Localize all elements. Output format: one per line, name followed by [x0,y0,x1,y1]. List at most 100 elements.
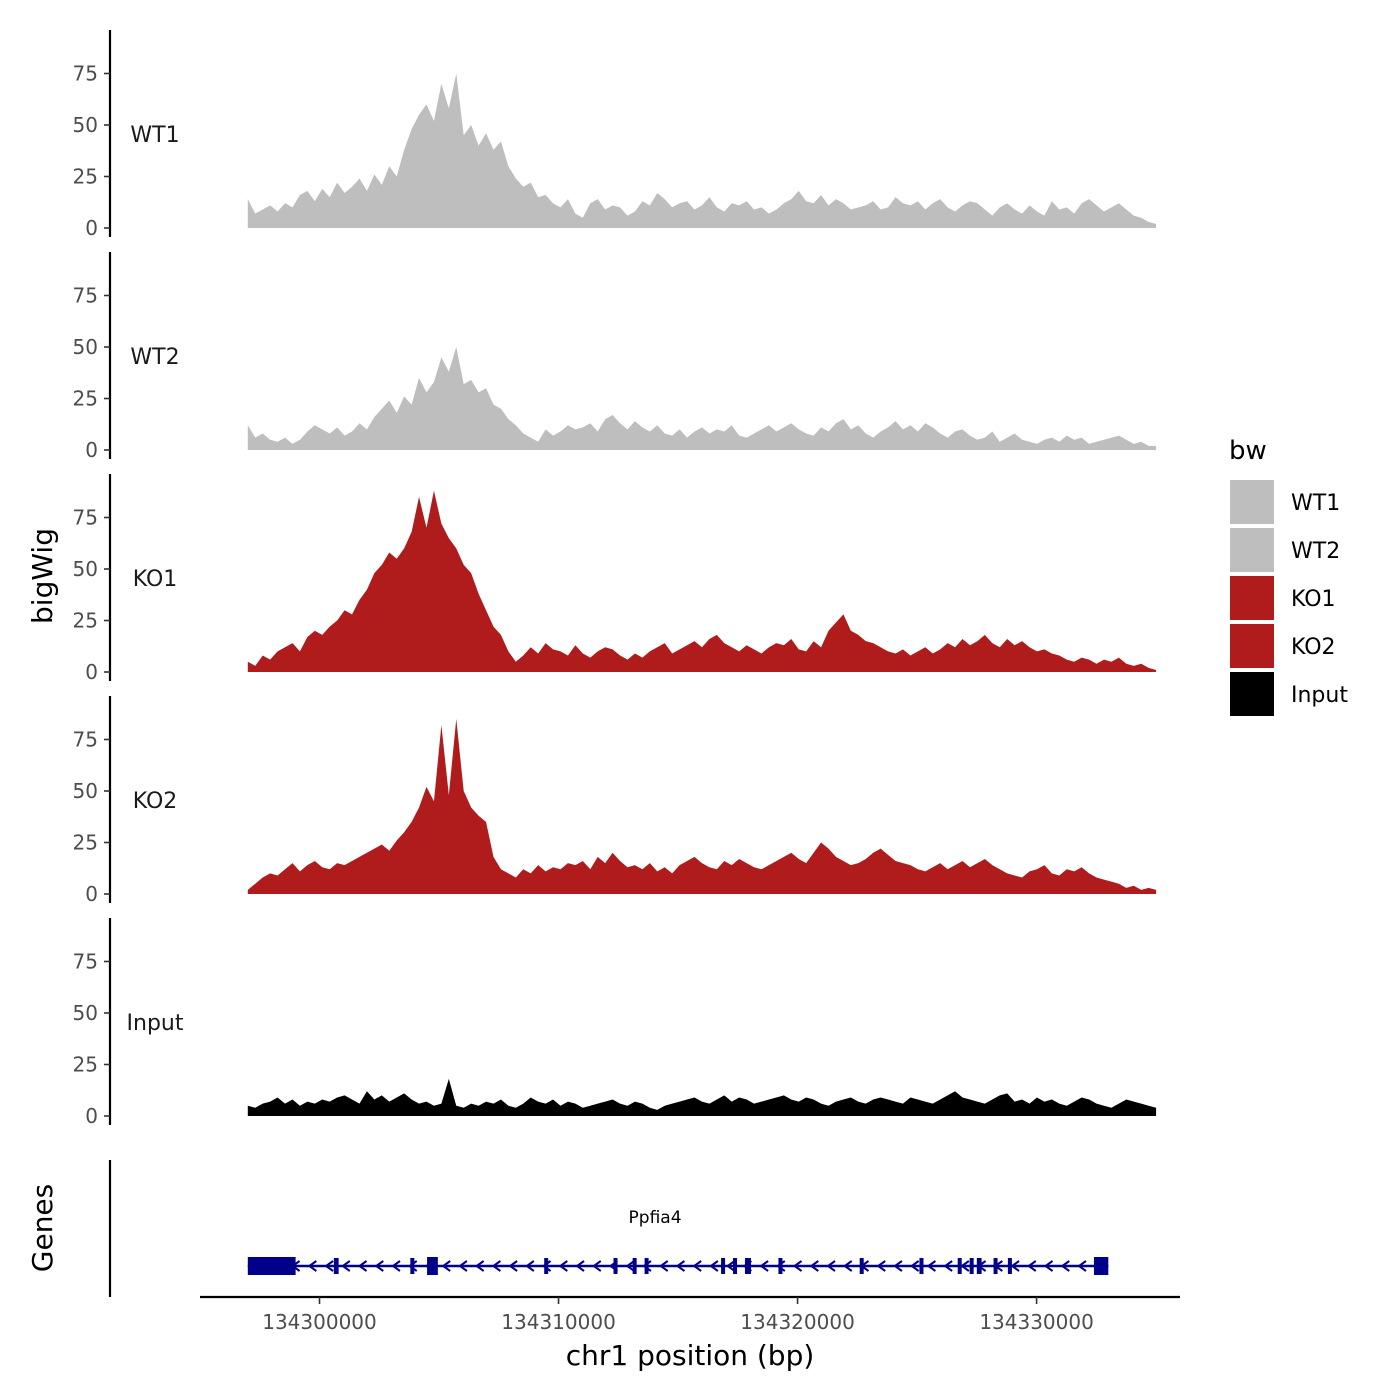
strand-arrow [1043,1260,1054,1272]
signal-area-wt1 [247,73,1157,228]
gene-exon [613,1258,618,1274]
gene-exon [733,1258,738,1274]
gene-track: Ppfia4 [108,1160,1109,1297]
gene-exon [976,1258,982,1274]
strand-arrow [575,1260,585,1272]
track-wt2: 0 25 50 75 WT2 [73,252,1157,462]
strand-arrow [1010,1260,1020,1272]
strand-arrow [658,1260,669,1272]
y-tick-label: 0 [85,1104,98,1128]
legend-label-wt1: WT1 [1291,491,1340,516]
track-label-wt1: WT1 [130,123,179,148]
strand-arrow [876,1260,886,1272]
strand-arrow [307,1260,317,1272]
gene-exon [919,1258,924,1274]
strand-arrow [592,1260,602,1272]
gene-exon [1093,1257,1109,1275]
gene-exon [410,1258,415,1274]
strand-arrow [491,1260,501,1272]
strand-arrow [324,1260,334,1272]
x-tick-label: 134320000 [740,1310,855,1334]
x-axis-title: chr1 position (bp) [566,1339,815,1372]
strand-arrow [960,1260,970,1272]
x-axis: 134300000 134310000 134320000 134330000 [200,1295,1180,1334]
strand-arrow [843,1260,853,1272]
x-tick-label: 134310000 [501,1310,616,1334]
strand-arrow [374,1260,384,1272]
signal-area-ko2 [247,718,1157,894]
tracks-layer: 0 25 50 75 WT1 0 25 50 75 WT2 0 25 50 75 KO1 0 25 50 75 KO2… [73,30,1157,1128]
y-tick-label: 50 [73,1001,98,1025]
track-wt1: 0 25 50 75 WT1 [73,30,1157,240]
gene-exon [1007,1258,1012,1274]
track-label-ko1: KO1 [133,567,178,592]
track-label-input: Input [127,1011,184,1036]
strand-arrow [792,1260,803,1272]
legend-key-ko1 [1230,576,1274,620]
legend-key-input [1230,672,1274,716]
strand-arrow [441,1260,451,1272]
signal-area-ko1 [247,490,1157,672]
strand-arrow [909,1260,920,1272]
genes-axis-title: Genes [26,1184,59,1272]
y-tick-label: 25 [73,1053,98,1077]
strand-arrow [391,1260,401,1272]
gene-exon [632,1258,637,1274]
strand-arrow [357,1260,368,1272]
gene-exon [778,1258,783,1274]
gene-exon [969,1258,974,1274]
strand-arrow [508,1260,518,1272]
y-tick-label: 50 [73,113,98,137]
gene-exon [247,1257,296,1275]
strand-arrow [1077,1260,1087,1272]
strand-arrow [1027,1260,1037,1272]
y-tick-label: 0 [85,882,98,906]
y-tick-label: 0 [85,438,98,462]
track-label-ko2: KO2 [133,789,178,814]
strand-arrow [776,1260,786,1272]
legend-label-wt2: WT2 [1291,539,1340,564]
strand-arrow [725,1260,736,1272]
strand-arrow [1060,1260,1070,1272]
strand-arrow [675,1260,686,1272]
y-tick-label: 25 [73,831,98,855]
strand-arrow [692,1260,702,1272]
strand-arrow [642,1260,652,1272]
y-axis-title: bigWig [26,528,59,624]
gene-exon [333,1258,339,1274]
strand-arrow [943,1260,953,1272]
y-tick-label: 25 [73,387,98,411]
gene-exon [957,1258,962,1274]
y-tick-label: 0 [85,216,98,240]
legend-key-ko2 [1230,624,1274,668]
strand-arrow [826,1260,836,1272]
track-label-wt2: WT2 [130,345,179,370]
strand-arrow [525,1260,535,1272]
legend: bw WT1 WT2 KO1 KO2 Input [1229,436,1348,716]
signal-area-input [247,1078,1157,1116]
gene-exon [644,1258,649,1274]
track-input: 0 25 50 75 Input [73,918,1157,1128]
y-tick-label: 75 [73,284,98,308]
track-ko1: 0 25 50 75 KO1 [73,474,1157,684]
strand-arrow [408,1260,418,1272]
strand-arrow [709,1260,719,1272]
x-tick-label: 134330000 [979,1310,1094,1334]
legend-label-ko2: KO2 [1291,635,1336,660]
legend-key-wt2 [1230,528,1274,572]
y-tick-label: 75 [73,506,98,530]
y-tick-label: 75 [73,728,98,752]
strand-arrow [341,1260,351,1272]
strand-arrow [809,1260,819,1272]
gene-name-label: Ppfia4 [629,1208,682,1228]
gene-exon [721,1258,726,1274]
legend-title: bw [1229,436,1267,466]
strand-arrow [893,1260,903,1272]
strand-arrow [474,1260,485,1272]
y-tick-label: 75 [73,62,98,86]
x-tick-label: 134300000 [262,1310,377,1334]
legend-label-ko1: KO1 [1291,587,1336,612]
y-tick-label: 0 [85,660,98,684]
